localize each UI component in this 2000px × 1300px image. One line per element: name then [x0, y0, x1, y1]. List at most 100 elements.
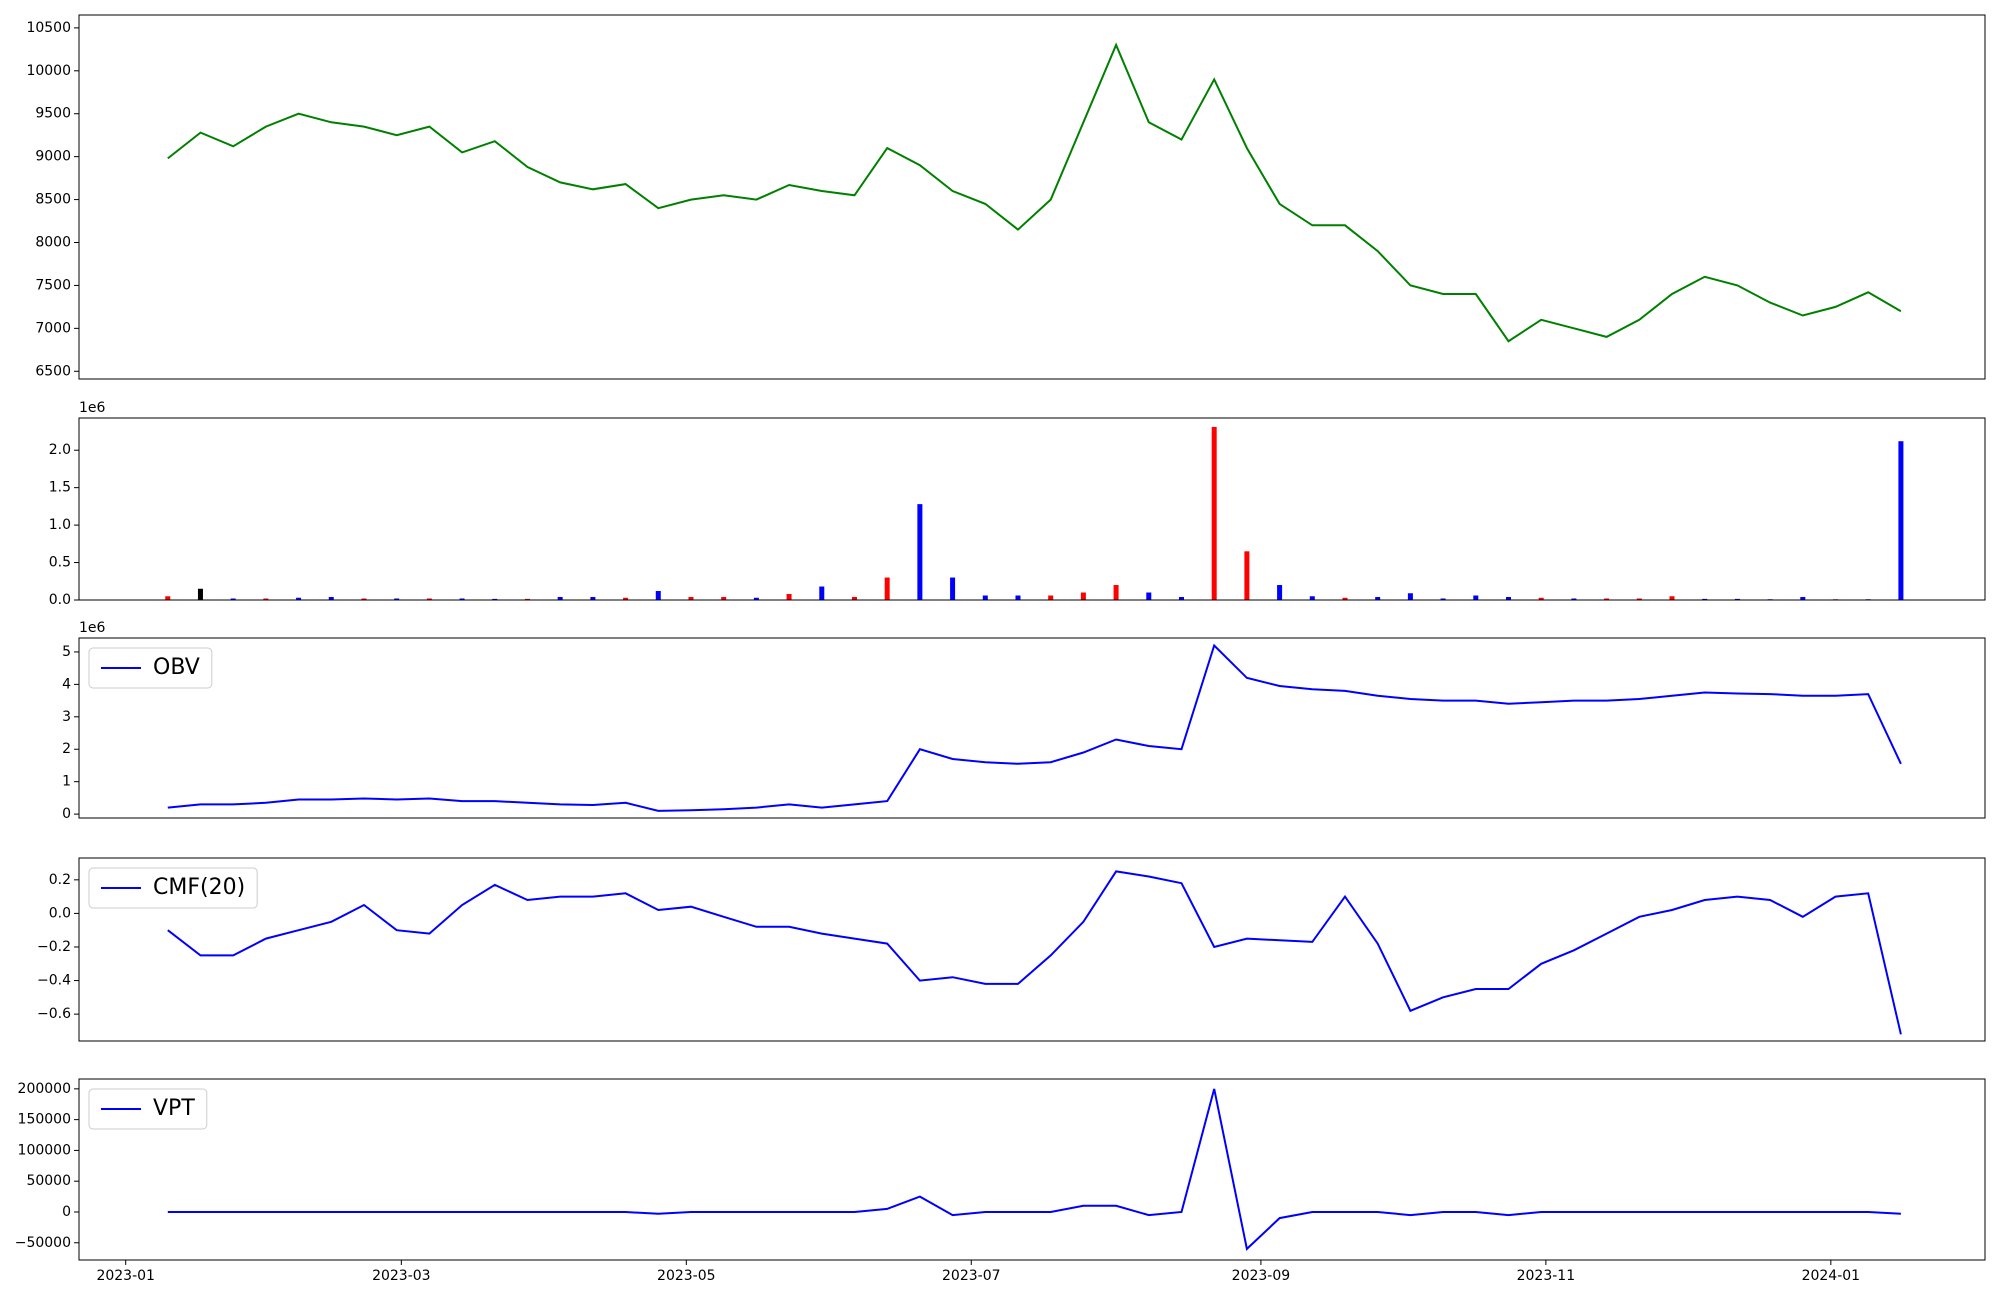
volume-bar	[1407, 593, 1413, 600]
volume-bar	[1800, 597, 1806, 600]
volume-bar	[328, 597, 334, 600]
volume-bar	[1702, 598, 1708, 600]
x-tick-label: 2023-01	[96, 1268, 155, 1284]
volume-bar	[1309, 596, 1315, 600]
y-tick-label: 50000	[26, 1173, 71, 1189]
y-tick-label: 8500	[35, 192, 71, 208]
x-tick-label: 2023-05	[657, 1268, 716, 1284]
y-tick-label: 100000	[18, 1142, 71, 1158]
volume-bar	[1146, 592, 1152, 600]
volume-bar	[1898, 441, 1904, 600]
volume-bar	[721, 597, 727, 600]
y-tick-label: −0.2	[37, 939, 71, 955]
subplot: 6500 7000 7500 8000 8500 9000 9500 10000 10500	[26, 14, 1986, 380]
legend: VPT	[88, 1088, 208, 1130]
volume-bar	[1669, 596, 1675, 600]
volume-bar	[1080, 592, 1086, 600]
y-tick-label: 10000	[26, 63, 71, 79]
volume-bar	[361, 598, 367, 600]
axes-frame	[78, 14, 1986, 380]
subplot: 0 1 2 3 4 5 1e6 OBV	[62, 620, 1986, 822]
y-tick-label: −50000	[15, 1235, 71, 1251]
y-tick-label: 2	[62, 741, 71, 757]
volume-bar	[1375, 597, 1381, 600]
y-tick-label: 7000	[35, 320, 71, 336]
y-tick-label: 9500	[35, 106, 71, 122]
volume-bar	[1636, 598, 1642, 600]
volume-bar	[1178, 597, 1184, 600]
series-line	[167, 42, 1902, 343]
x-tick-label: 2023-09	[1232, 1268, 1291, 1284]
volume-bar	[165, 596, 171, 600]
volume-bar	[1211, 426, 1217, 600]
y-tick-label: 10500	[26, 20, 71, 36]
legend-label: OBV	[153, 655, 200, 680]
volume-bar	[753, 597, 759, 600]
subplot: −50000 0 50000 100000 150000 200000 2023-01 202…	[15, 1078, 1986, 1284]
x-tick-label: 2024-01	[1802, 1268, 1861, 1284]
y-tick-label: 8000	[35, 235, 71, 251]
axis-offset-label: 1e6	[79, 400, 106, 416]
volume-bar	[1538, 597, 1544, 600]
legend-label: VPT	[153, 1096, 195, 1121]
volume-bar	[1277, 585, 1283, 600]
volume-bar	[950, 577, 956, 600]
volume-bar	[459, 598, 465, 600]
volume-bar	[394, 598, 400, 600]
volume-bar	[557, 597, 563, 600]
volume-bar	[1571, 598, 1577, 600]
y-tick-label: 4	[62, 676, 71, 692]
y-tick-label: 200000	[18, 1081, 71, 1097]
y-tick-label: 9000	[35, 149, 71, 165]
y-tick-label: 0	[62, 806, 71, 822]
volume-bar	[982, 595, 988, 600]
axes-frame	[78, 1078, 1986, 1261]
volume-bar	[197, 588, 203, 600]
x-tick-label: 2023-11	[1517, 1268, 1576, 1284]
volume-bar	[230, 598, 236, 600]
legend: CMF(20)	[88, 867, 258, 909]
y-tick-label: −0.4	[37, 973, 71, 989]
y-tick-label: 1	[62, 774, 71, 790]
volume-bar	[851, 597, 857, 600]
volume-bar	[1048, 595, 1054, 600]
y-tick-label: 1.0	[49, 517, 71, 533]
y-tick-label: 3	[62, 709, 71, 725]
legend-box	[88, 1088, 208, 1130]
axes-frame	[78, 857, 1986, 1042]
volume-bar	[492, 598, 498, 600]
volume-bar	[590, 597, 596, 600]
volume-bar	[1244, 551, 1250, 600]
volume-bar	[296, 597, 302, 600]
legend-label: CMF(20)	[153, 875, 245, 900]
y-tick-label: 6500	[35, 363, 71, 379]
volume-bar	[263, 598, 269, 600]
legend-box	[88, 867, 258, 909]
volume-bar	[917, 504, 923, 600]
volume-bar	[1734, 598, 1740, 600]
y-tick-label: 150000	[18, 1112, 71, 1128]
series-line	[167, 1088, 1901, 1251]
y-tick-label: 0.0	[49, 905, 71, 921]
x-tick-label: 2023-07	[942, 1268, 1001, 1284]
axis-offset-label: 1e6	[79, 620, 106, 636]
y-tick-label: 0	[62, 1204, 71, 1220]
legend-box	[88, 647, 213, 689]
axes-frame	[78, 637, 1986, 819]
volume-bar	[426, 598, 432, 600]
volume-bar	[1440, 598, 1446, 600]
volume-bar	[1015, 595, 1021, 600]
y-tick-label: 7500	[35, 277, 71, 293]
subplot: −0.6 −0.4 −0.2 0.0 0.2 CMF(20)	[37, 857, 1986, 1042]
x-tick-label: 2023-03	[372, 1268, 431, 1284]
volume-bar	[524, 598, 530, 600]
y-tick-label: 0.0	[49, 592, 71, 608]
series-line	[167, 870, 1902, 1035]
y-tick-label: 0.2	[49, 872, 71, 888]
y-tick-label: 5	[62, 644, 71, 660]
y-tick-label: 2.0	[49, 442, 71, 458]
y-tick-label: −0.6	[37, 1006, 71, 1022]
volume-bar	[655, 591, 661, 600]
y-tick-label: 0.5	[49, 555, 71, 571]
